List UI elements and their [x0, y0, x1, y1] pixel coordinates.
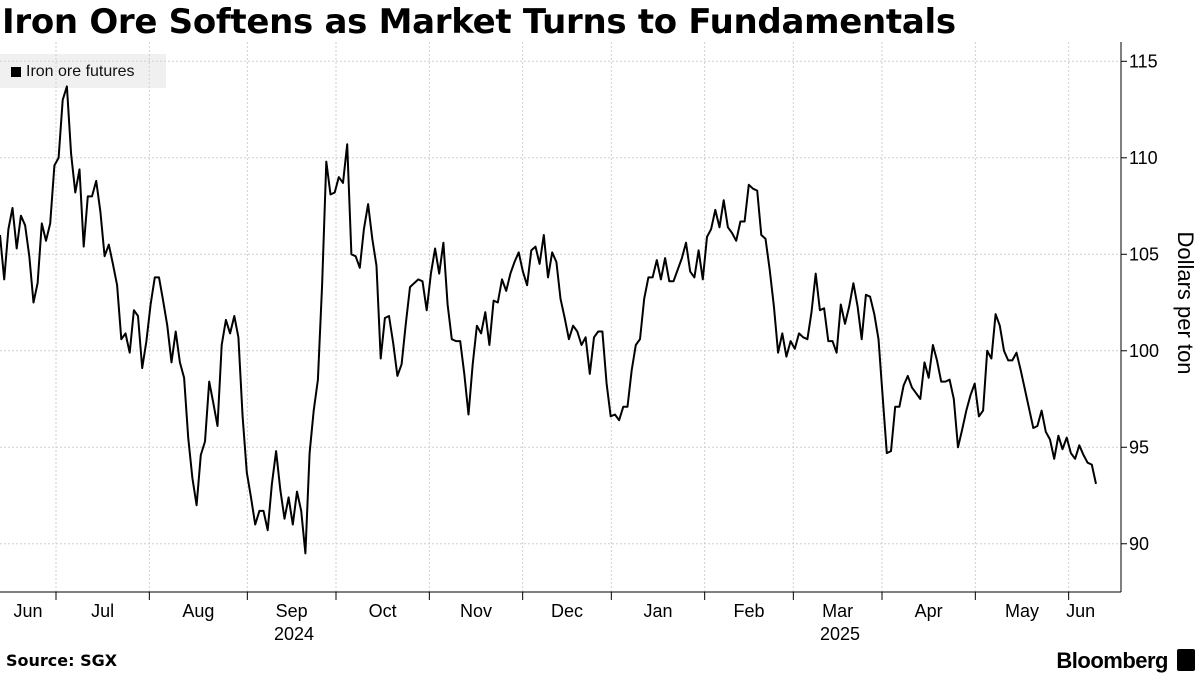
x-tick-label: Oct — [369, 601, 397, 621]
y-axis-title: Dollars per ton — [1173, 231, 1198, 374]
x-tick-label: Jan — [643, 601, 672, 621]
chart-title: Iron Ore Softens as Market Turns to Fund… — [2, 2, 956, 42]
y-tick-label: 100 — [1129, 341, 1159, 361]
x-tick-label: Jul — [91, 601, 114, 621]
x-tick-label: Aug — [182, 601, 214, 621]
x-tick-label: May — [1005, 601, 1039, 621]
x-tick-label: Jun — [13, 601, 42, 621]
x-tick-label: Nov — [460, 601, 492, 621]
y-tick-label: 90 — [1129, 534, 1149, 554]
year-label: 2024 — [274, 624, 314, 644]
x-tick-label: Apr — [915, 601, 943, 621]
year-label: 2025 — [820, 624, 860, 644]
y-tick-label: 105 — [1129, 244, 1159, 264]
bloomberg-bar-icon — [1177, 649, 1195, 671]
x-tick-label: Jun — [1066, 601, 1095, 621]
line-chart: 90 95 100 105 110 115 Jun Jul Aug Sep Oct Nov Dec Jan… — [0, 42, 1198, 644]
source-note: Source: SGX — [6, 651, 118, 670]
y-tick-label: 115 — [1129, 51, 1158, 71]
bloomberg-logo: Bloomberg — [1056, 648, 1168, 673]
series-line — [0, 85, 1097, 555]
x-tick-label: Mar — [822, 601, 853, 621]
y-tick-label: 95 — [1129, 437, 1149, 457]
legend-swatch-icon — [11, 67, 21, 77]
legend: Iron ore futures — [0, 54, 166, 88]
x-tick-label: Dec — [551, 601, 583, 621]
legend-label: Iron ore futures — [26, 63, 135, 80]
x-tick-label: Feb — [733, 601, 764, 621]
x-tick-label: Sep — [276, 601, 308, 621]
y-tick-label: 110 — [1129, 148, 1158, 168]
